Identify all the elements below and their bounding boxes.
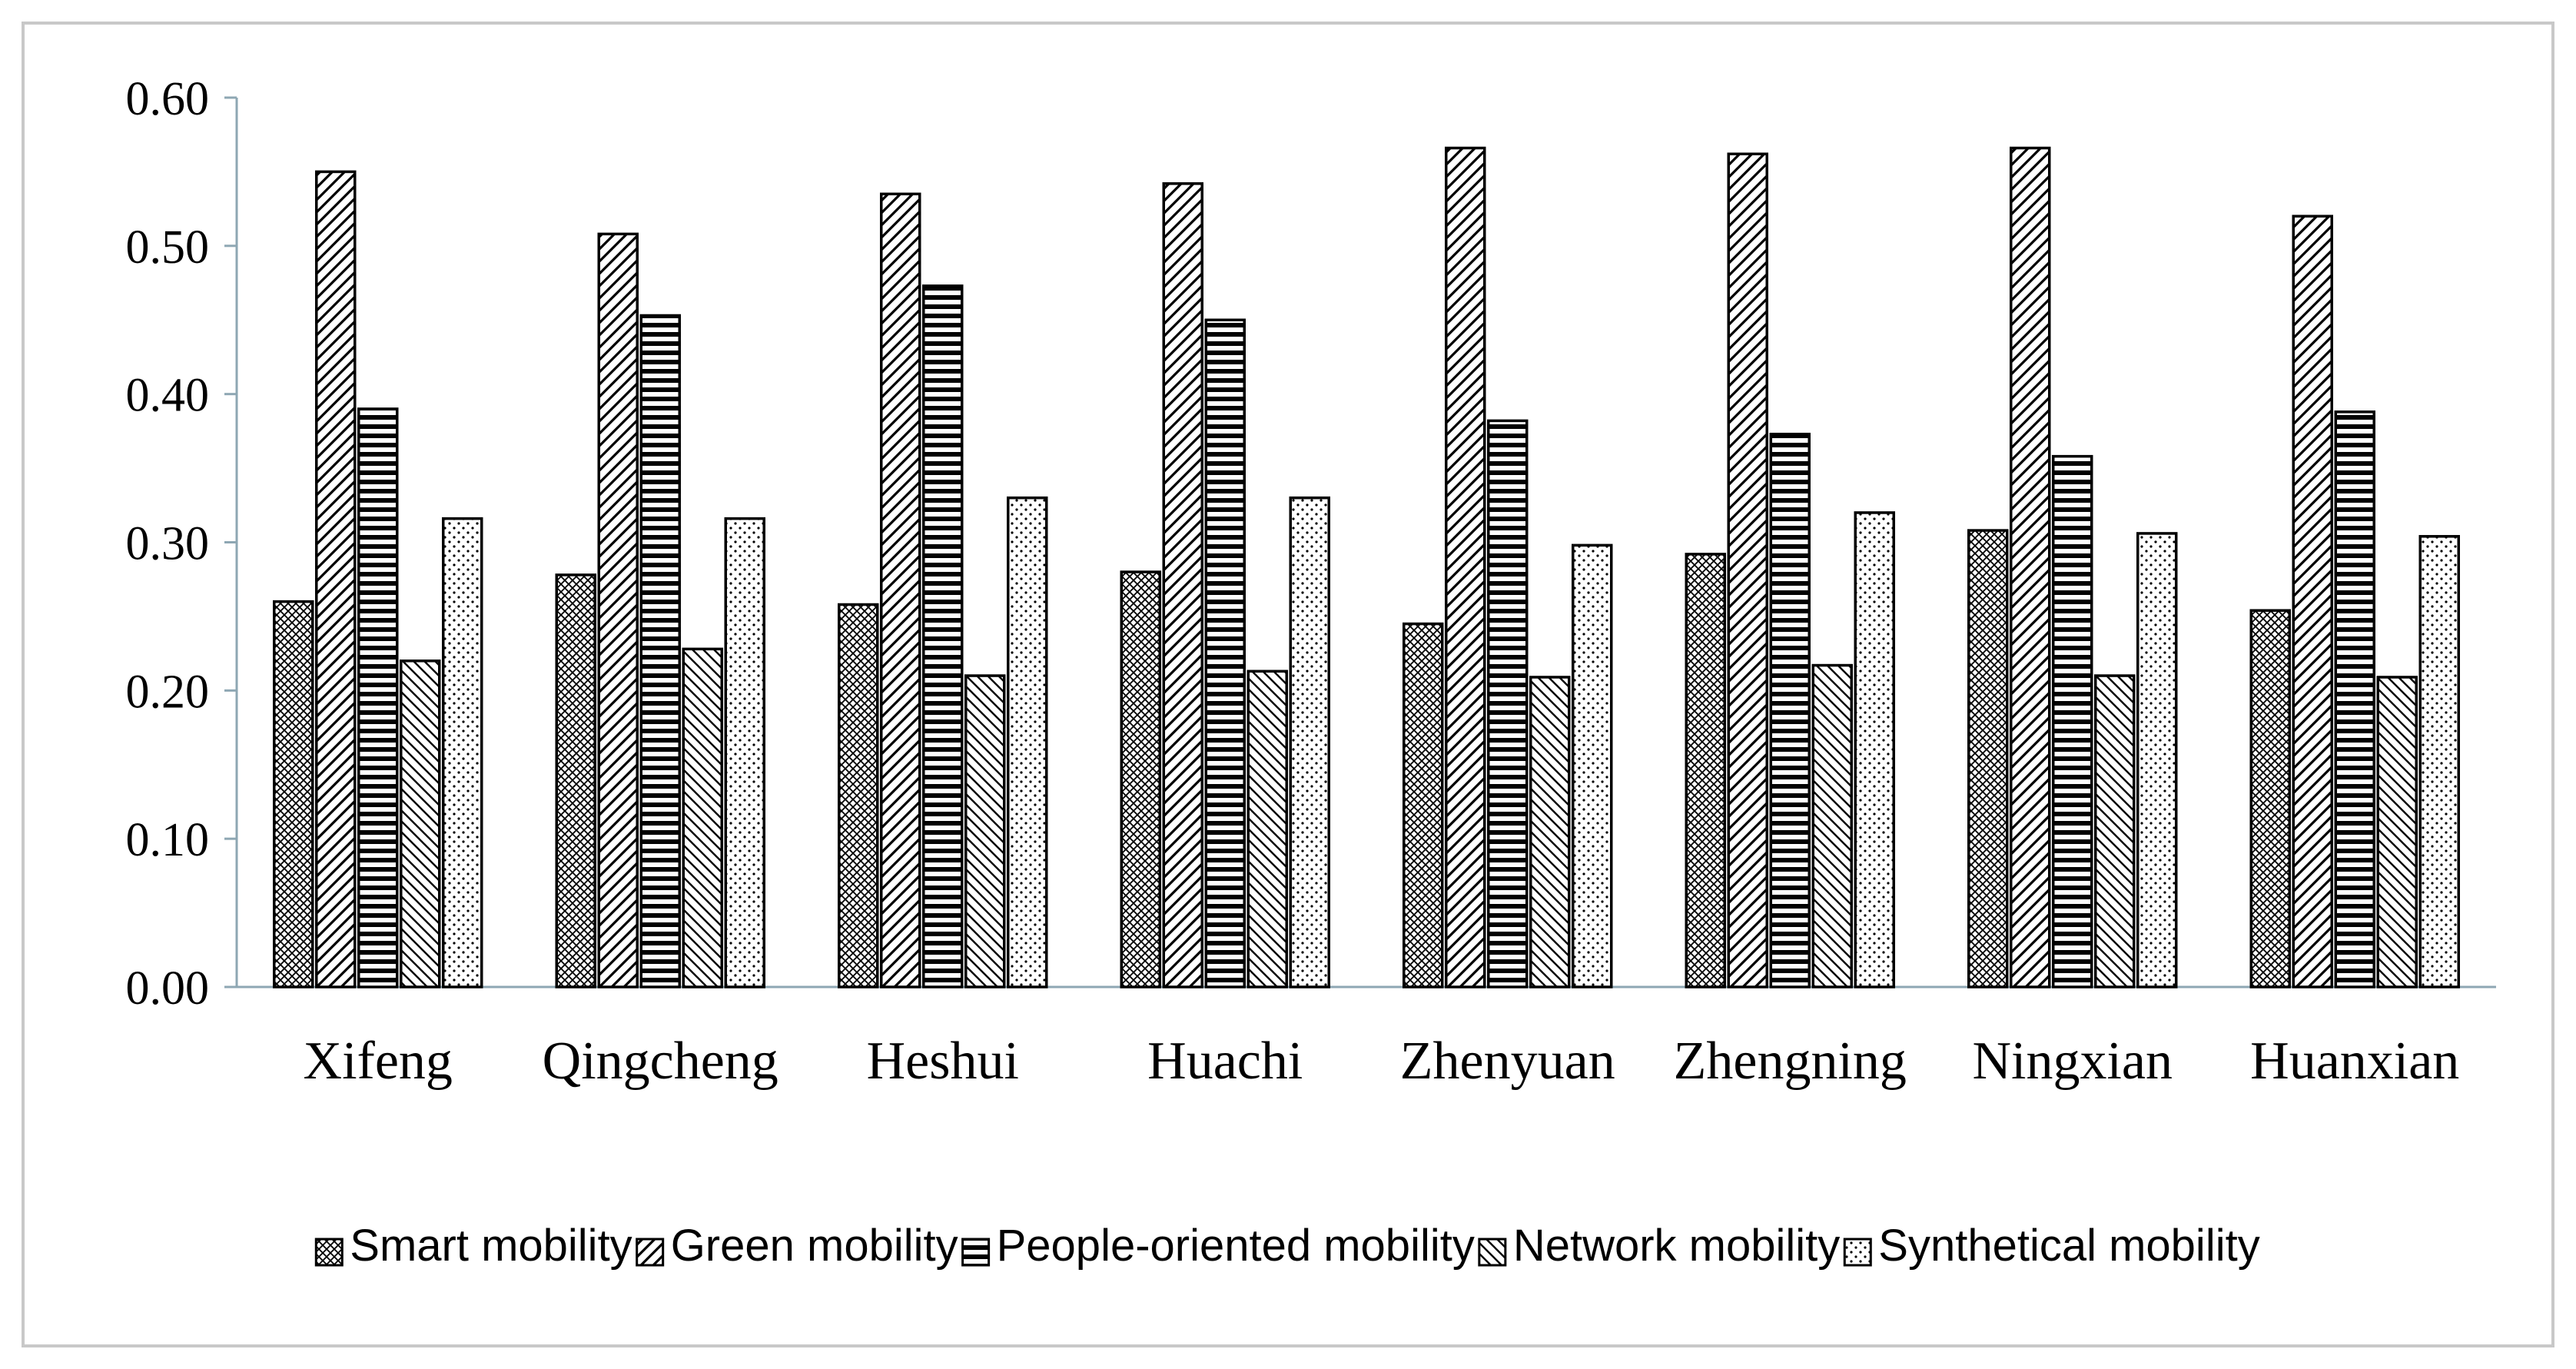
bar-network-mobility-ningxian bbox=[2094, 674, 2136, 989]
bar-people-oriented-mobility-huanxian bbox=[2334, 410, 2375, 989]
bar-network-mobility-zhenyuan bbox=[1529, 676, 1571, 989]
category-label-xifeng: Xifeng bbox=[304, 1032, 453, 1091]
bar-synthetical-mobility-qingcheng bbox=[724, 517, 765, 989]
bar-people-oriented-mobility-huachi bbox=[1204, 318, 1246, 989]
y-axis: 0.00 0.10 0.20 0.30 0.40 0.50 0.60 bbox=[126, 73, 238, 1015]
bar-synthetical-mobility-zhengning bbox=[1854, 511, 1895, 989]
bar-green-mobility-huachi bbox=[1162, 182, 1203, 989]
bar-network-mobility-heshui bbox=[964, 674, 1006, 989]
y-tick-label: 0.60 bbox=[126, 73, 210, 125]
bar-people-oriented-mobility-ningxian bbox=[2052, 454, 2093, 989]
bar-smart-mobility-huachi bbox=[1120, 570, 1161, 989]
bar-people-oriented-mobility-qingcheng bbox=[639, 314, 681, 989]
y-tick-label: 0.30 bbox=[126, 518, 210, 570]
bar-green-mobility-huanxian bbox=[2292, 214, 2333, 989]
bar-smart-mobility-ningxian bbox=[1967, 529, 2009, 989]
legend-swatch-green-mobility bbox=[636, 1238, 665, 1267]
bar-network-mobility-huachi bbox=[1247, 670, 1288, 989]
bar-smart-mobility-zhengning bbox=[1685, 553, 1726, 989]
bar-network-mobility-xifeng bbox=[400, 660, 441, 989]
legend-swatch-network-mobility bbox=[1478, 1238, 1507, 1267]
bar-synthetical-mobility-huanxian bbox=[2418, 535, 2460, 989]
bar-network-mobility-zhengning bbox=[1811, 663, 1853, 989]
bar-people-oriented-mobility-zhenyuan bbox=[1487, 419, 1529, 989]
bar-smart-mobility-zhenyuan bbox=[1403, 622, 1444, 989]
category-label-qingcheng: Qingcheng bbox=[543, 1032, 778, 1091]
bar-people-oriented-mobility-zhengning bbox=[1769, 432, 1811, 989]
bar-smart-mobility-heshui bbox=[838, 603, 879, 989]
category-label-huanxian: Huanxian bbox=[2250, 1032, 2459, 1091]
bar-green-mobility-xifeng bbox=[315, 170, 357, 989]
legend-label-people-oriented-mobility: People-oriented mobility bbox=[997, 1221, 1475, 1271]
bar-green-mobility-qingcheng bbox=[597, 232, 639, 989]
legend: Smart mobility Green mobility People-orien… bbox=[314, 1221, 2260, 1271]
bar-people-oriented-mobility-xifeng bbox=[357, 407, 399, 989]
legend-label-smart-mobility: Smart mobility bbox=[350, 1221, 632, 1271]
legend-swatch-people-oriented-mobility bbox=[961, 1238, 991, 1267]
legend-label-synthetical-mobility: Synthetical mobility bbox=[1878, 1221, 2259, 1271]
bars bbox=[273, 146, 2460, 989]
bar-synthetical-mobility-heshui bbox=[1007, 496, 1048, 989]
category-label-heshui: Heshui bbox=[867, 1032, 1019, 1091]
legend-label-green-mobility: Green mobility bbox=[671, 1221, 958, 1271]
bar-green-mobility-zhenyuan bbox=[1445, 146, 1486, 989]
bar-green-mobility-ningxian bbox=[2010, 146, 2051, 989]
y-tick-label: 0.20 bbox=[126, 666, 210, 718]
y-tick-label: 0.50 bbox=[126, 221, 210, 274]
category-label-zhengning: Zhengning bbox=[1674, 1032, 1907, 1091]
category-label-huachi: Huachi bbox=[1147, 1032, 1303, 1091]
legend-swatch-synthetical-mobility bbox=[1843, 1238, 1872, 1267]
bar-network-mobility-qingcheng bbox=[682, 647, 723, 989]
bar-smart-mobility-huanxian bbox=[2249, 609, 2291, 989]
category-label-zhenyuan: Zhenyuan bbox=[1400, 1032, 1615, 1091]
legend-label-network-mobility: Network mobility bbox=[1513, 1221, 1840, 1271]
category-labels: Xifeng Qingcheng Heshui Huachi Zhenyuan Zheng… bbox=[304, 1032, 2460, 1091]
y-tick-label: 0.40 bbox=[126, 370, 210, 422]
y-tick-label: 0.00 bbox=[126, 962, 210, 1015]
bar-smart-mobility-qingcheng bbox=[555, 573, 596, 989]
bar-synthetical-mobility-ningxian bbox=[2136, 532, 2178, 989]
bar-synthetical-mobility-xifeng bbox=[442, 517, 483, 989]
category-label-ningxian: Ningxian bbox=[1972, 1032, 2173, 1091]
bar-people-oriented-mobility-heshui bbox=[922, 284, 964, 989]
bar-synthetical-mobility-huachi bbox=[1289, 496, 1330, 989]
bar-synthetical-mobility-zhenyuan bbox=[1572, 543, 1613, 989]
bar-green-mobility-heshui bbox=[880, 192, 921, 989]
y-tick-label: 0.10 bbox=[126, 814, 210, 866]
bar-smart-mobility-xifeng bbox=[273, 600, 314, 989]
bar-network-mobility-huanxian bbox=[2376, 676, 2418, 989]
bar-green-mobility-zhengning bbox=[1727, 152, 1768, 989]
legend-swatch-smart-mobility bbox=[314, 1238, 344, 1267]
